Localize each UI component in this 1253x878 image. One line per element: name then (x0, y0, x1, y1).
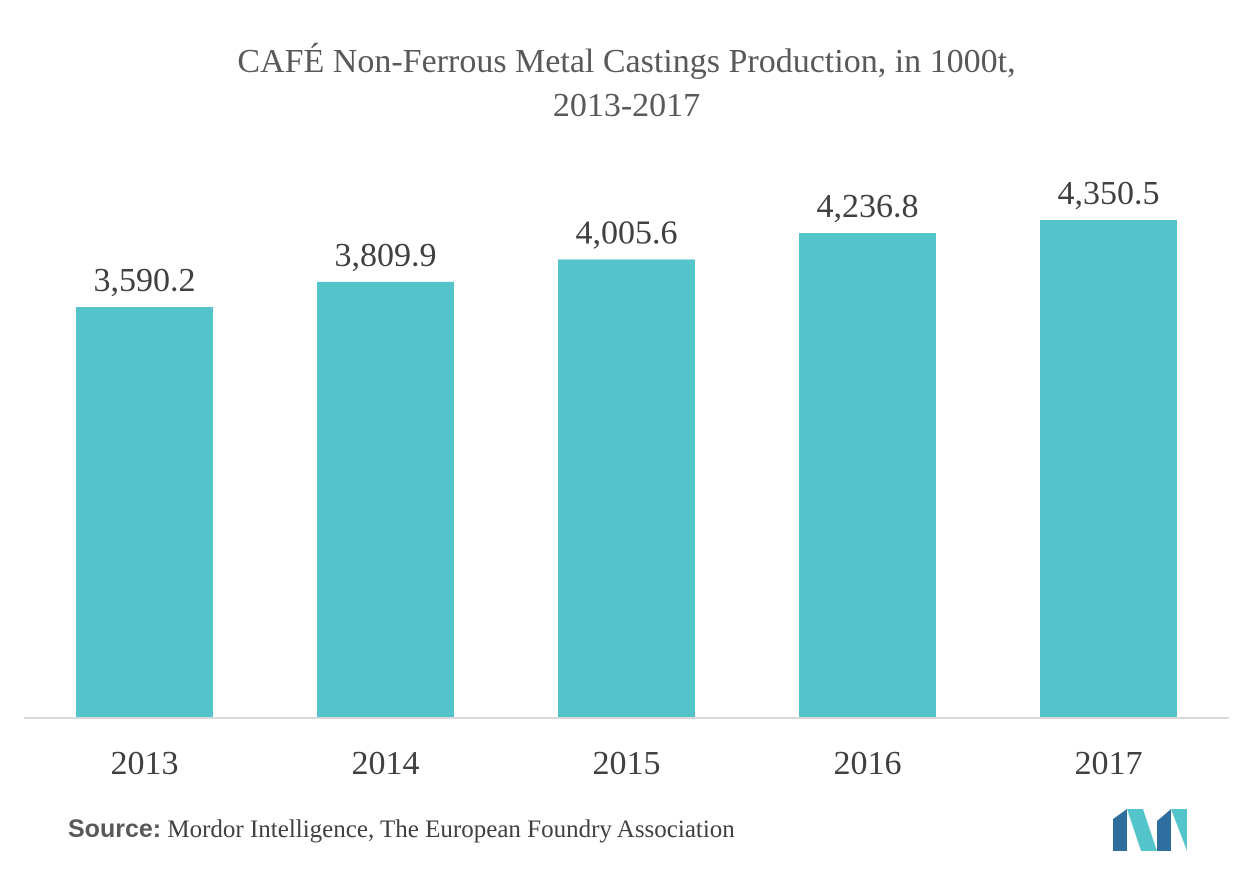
x-tick-label-2017: 2017 (1075, 745, 1143, 782)
source-note: Source: Mordor Intelligence, The Europea… (68, 815, 735, 844)
value-label-2016: 4,236.8 (817, 188, 919, 225)
value-label-2015: 4,005.6 (576, 214, 678, 251)
mordor-logo-icon (1113, 809, 1187, 851)
chart-title-line: CAFÉ Non-Ferrous Metal Castings Producti… (237, 43, 1016, 80)
x-tick-label-2016: 2016 (834, 745, 902, 782)
source-text: Mordor Intelligence, The European Foundr… (167, 816, 735, 843)
x-tick-label-2015: 2015 (593, 745, 661, 782)
x-tick-label-2014: 2014 (352, 745, 420, 782)
bar-2014 (317, 281, 454, 718)
value-label-2014: 3,809.9 (335, 237, 437, 274)
bar-2017 (1040, 220, 1177, 718)
bar-2015 (558, 259, 695, 718)
x-tick-labels-group: 2013 2014 2015 2016 2017 (111, 745, 1143, 782)
chart-title: CAFÉ Non-Ferrous Metal Castings Producti… (0, 40, 1253, 128)
bar-2013 (76, 307, 213, 718)
bars-group (76, 220, 1177, 718)
source-label: Source: (68, 815, 162, 843)
x-tick-label-2013: 2013 (111, 745, 179, 782)
chart-subtitle-line: 2013-2017 (552, 87, 701, 124)
value-label-2017: 4,350.5 (1058, 175, 1160, 212)
value-labels-group: 3,590.2 3,809.9 4,005.6 4,236.8 4,350.5 (94, 175, 1160, 299)
value-label-2013: 3,590.2 (94, 262, 196, 299)
bar-2016 (799, 233, 936, 718)
